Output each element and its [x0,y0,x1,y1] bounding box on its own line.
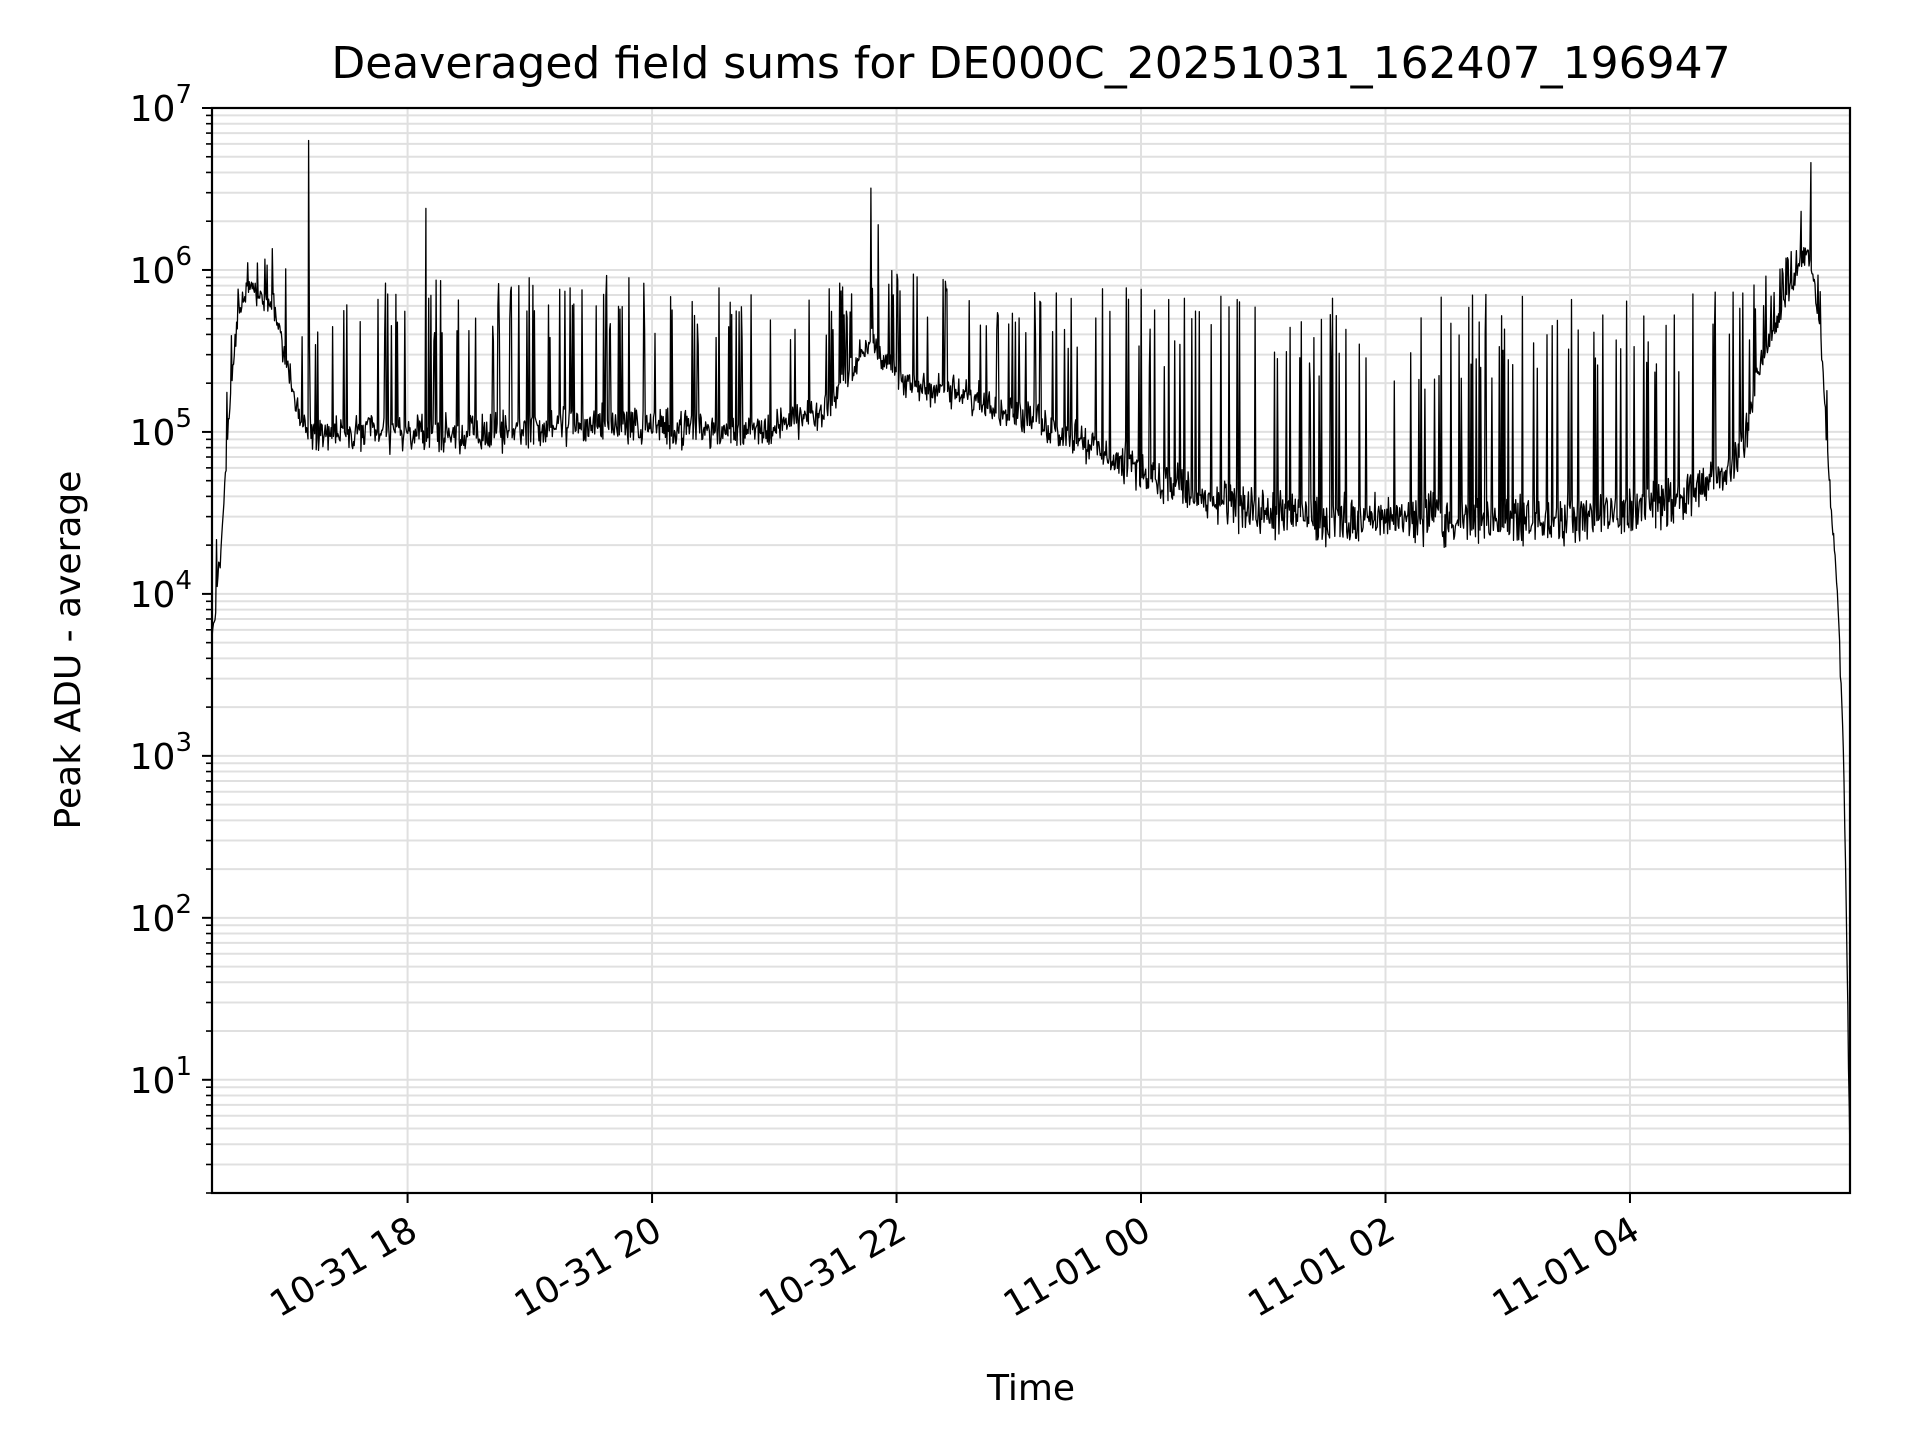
plot-frame [210,106,1852,1195]
y-tick-label-exponent: 4 [175,566,192,596]
y-tick-label: 106 [130,242,192,292]
y-tick-label-base: 10 [130,251,176,292]
y-tick-label: 105 [130,404,192,454]
y-tick-label: 101 [130,1052,192,1102]
y-axis-label: Peak ADU - average [48,471,89,830]
series-layer [211,139,1851,1159]
y-tick-label-exponent: 3 [175,728,192,758]
y-tick-label-base: 10 [130,89,176,130]
y-tick-label-exponent: 1 [175,1052,192,1082]
series-line-0 [211,139,1851,1159]
x-axis-label: Time [986,1368,1075,1409]
y-tick-label-base: 10 [130,1061,176,1102]
y-tick-label-exponent: 6 [175,242,192,272]
y-tick-label-base: 10 [130,575,176,616]
y-tick-label-exponent: 5 [175,404,192,434]
y-tick-label: 104 [130,566,192,616]
chart-title: Deaveraged field sums for DE000C_2025103… [331,38,1730,89]
y-tick-label-exponent: 7 [175,80,192,110]
y-tick-label-base: 10 [130,413,176,454]
y-tick-label: 102 [130,890,192,940]
y-tick-label-base: 10 [130,899,176,940]
y-tick-label-base: 10 [130,737,176,778]
y-tick-label: 107 [130,80,192,130]
y-tick-label-exponent: 2 [175,890,192,920]
y-tick-label: 103 [130,728,192,778]
